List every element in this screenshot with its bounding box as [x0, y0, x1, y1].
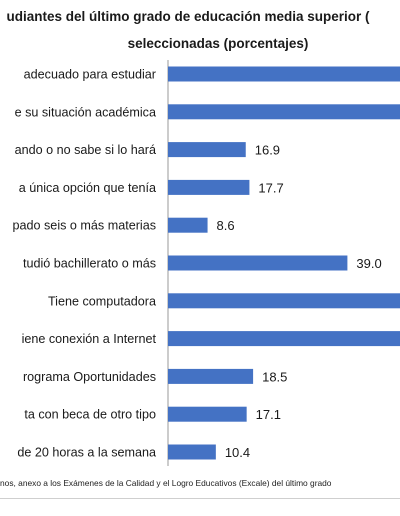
- bar: [168, 217, 208, 233]
- bar: [168, 104, 400, 120]
- bar: [168, 142, 246, 158]
- category-label: pado seis o más materias: [13, 219, 157, 233]
- source-note: nos, anexo a los Exámenes de la Calidad …: [0, 478, 332, 488]
- bar: [168, 331, 400, 347]
- category-label: tudió bachillerato o más: [23, 257, 156, 271]
- bar: [168, 66, 400, 82]
- bar: [168, 444, 216, 460]
- category-label: a única opción que tenía: [19, 181, 156, 195]
- bar: [168, 179, 250, 195]
- chart-title-line-2: seleccionadas (porcentajes): [127, 36, 309, 51]
- data-label: 17.7: [258, 180, 283, 195]
- bottom-divider: [0, 498, 400, 499]
- chart-title-line-1: udiantes del último grado de educación m…: [6, 9, 370, 24]
- data-label: 16.9: [255, 143, 280, 158]
- data-label: 39.0: [356, 256, 381, 271]
- bar: [168, 368, 254, 384]
- bar: [168, 293, 400, 309]
- data-label: 17.1: [256, 407, 281, 422]
- category-label: ta con beca de otro tipo: [24, 408, 156, 422]
- category-label: rograma Oportunidades: [23, 370, 156, 384]
- category-label: ando o no sabe si lo hará: [15, 143, 156, 157]
- bar: [168, 406, 247, 422]
- category-label: e su situación académica: [15, 105, 156, 119]
- category-label: iene conexión a Internet: [22, 332, 157, 346]
- data-label: 18.5: [262, 369, 287, 384]
- data-label: 8.6: [217, 218, 235, 233]
- category-label: de 20 horas a la semana: [17, 446, 156, 460]
- data-label: 10.4: [225, 445, 250, 460]
- bar: [168, 255, 348, 271]
- category-label: Tiene computadora: [48, 294, 156, 308]
- category-label: adecuado para estudiar: [24, 68, 156, 82]
